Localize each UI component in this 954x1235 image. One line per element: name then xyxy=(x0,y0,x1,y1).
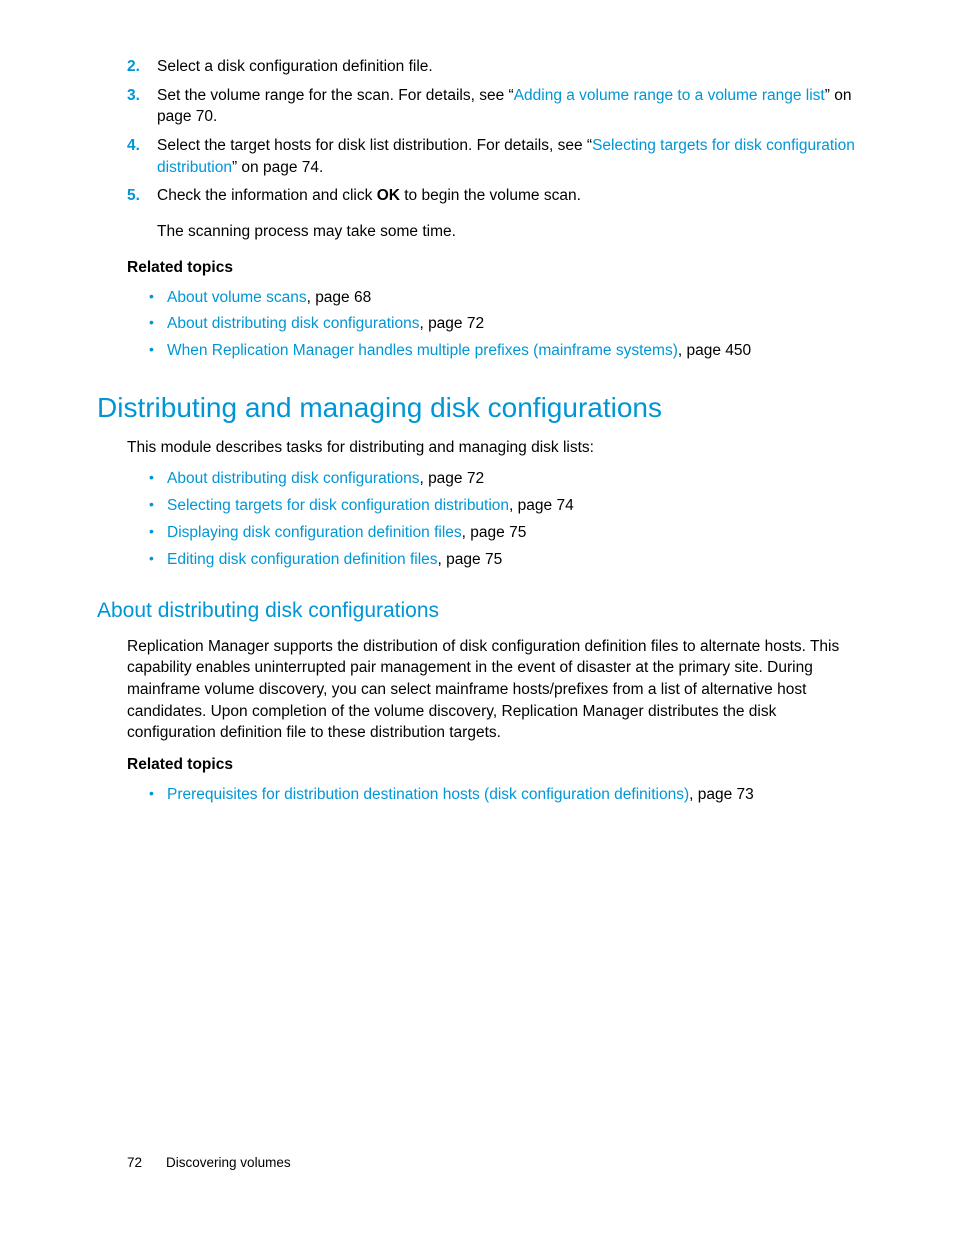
step-text: Select a disk configuration definition f… xyxy=(157,56,857,78)
bullet-icon: • xyxy=(149,313,167,335)
list-item: • Displaying disk configuration definiti… xyxy=(97,522,857,544)
list-item: • Editing disk configuration definition … xyxy=(97,549,857,571)
bullet-icon: • xyxy=(149,522,167,544)
step-3: 3. Set the volume range for the scan. Fo… xyxy=(97,85,857,128)
step-text: Select the target hosts for disk list di… xyxy=(157,135,857,178)
step-number: 2. xyxy=(127,56,157,78)
subsection-title: About distributing disk configurations xyxy=(97,596,857,625)
section-title: Distributing and managing disk configura… xyxy=(97,388,857,427)
step-number: 3. xyxy=(127,85,157,128)
page-number: 72 xyxy=(127,1155,142,1170)
link-adding-volume-range[interactable]: Adding a volume range to a volume range … xyxy=(514,87,825,104)
link-about-distributing-2[interactable]: About distributing disk configurations xyxy=(167,470,419,487)
link-editing-files[interactable]: Editing disk configuration definition fi… xyxy=(167,551,438,568)
step-text: Set the volume range for the scan. For d… xyxy=(157,85,857,128)
link-about-distributing[interactable]: About distributing disk configurations xyxy=(167,315,419,332)
related-topics-heading-2: Related topics xyxy=(97,754,857,776)
bullet-icon: • xyxy=(149,468,167,490)
step-number: 4. xyxy=(127,135,157,178)
subsection-body: Replication Manager supports the distrib… xyxy=(97,636,857,744)
step-2: 2. Select a disk configuration definitio… xyxy=(97,56,857,78)
bullet-icon: • xyxy=(149,287,167,309)
related-topics-heading: Related topics xyxy=(97,257,857,279)
link-prerequisites[interactable]: Prerequisites for distribution destinati… xyxy=(167,786,689,803)
step-text: Check the information and click OK to be… xyxy=(157,185,857,207)
scan-note: The scanning process may take some time. xyxy=(97,221,857,243)
ok-label: OK xyxy=(377,187,400,204)
step-5: 5. Check the information and click OK to… xyxy=(97,185,857,207)
list-item: • When Replication Manager handles multi… xyxy=(97,340,857,362)
section-intro: This module describes tasks for distribu… xyxy=(97,437,857,459)
bullet-icon: • xyxy=(149,784,167,806)
link-selecting-targets-2[interactable]: Selecting targets for disk configuration… xyxy=(167,497,509,514)
link-about-volume-scans[interactable]: About volume scans xyxy=(167,289,307,306)
step-4: 4. Select the target hosts for disk list… xyxy=(97,135,857,178)
chapter-name: Discovering volumes xyxy=(166,1155,291,1170)
related-topics-list-1: • About volume scans, page 68 • About di… xyxy=(97,287,857,362)
related-topics-list-2: • Prerequisites for distribution destina… xyxy=(97,784,857,806)
list-item: • Selecting targets for disk configurati… xyxy=(97,495,857,517)
bullet-icon: • xyxy=(149,340,167,362)
section-contents-list: • About distributing disk configurations… xyxy=(97,468,857,570)
procedure-steps: 2. Select a disk configuration definitio… xyxy=(97,56,857,207)
list-item: • Prerequisites for distribution destina… xyxy=(97,784,857,806)
page-footer: 72 Discovering volumes xyxy=(127,1154,291,1173)
link-displaying-files[interactable]: Displaying disk configuration definition… xyxy=(167,524,462,541)
bullet-icon: • xyxy=(149,495,167,517)
list-item: • About distributing disk configurations… xyxy=(97,468,857,490)
list-item: • About distributing disk configurations… xyxy=(97,313,857,335)
bullet-icon: • xyxy=(149,549,167,571)
step-number: 5. xyxy=(127,185,157,207)
list-item: • About volume scans, page 68 xyxy=(97,287,857,309)
link-multiple-prefixes[interactable]: When Replication Manager handles multipl… xyxy=(167,342,678,359)
